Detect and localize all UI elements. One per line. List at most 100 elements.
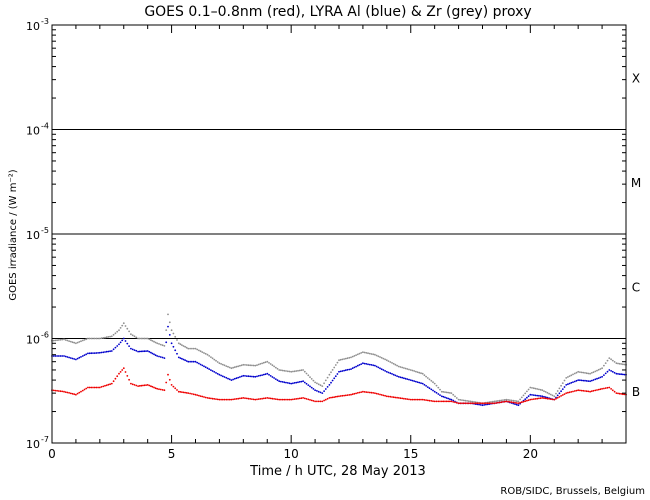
data-point [579,371,581,373]
data-point [328,373,331,376]
data-point [153,386,155,389]
data-point [135,384,138,387]
data-point [363,362,366,365]
data-point [580,379,583,382]
data-point [341,394,344,397]
data-point [259,363,262,365]
data-point [230,398,233,401]
data-point [534,387,537,390]
data-point [519,401,521,404]
data-point [211,397,214,400]
data-point [483,402,486,405]
data-point [249,398,252,400]
data-point [433,390,436,393]
data-point [184,391,187,394]
data-point [68,356,70,359]
data-point [527,395,530,398]
data-point [615,362,618,365]
data-point [556,396,559,399]
data-point [75,393,77,396]
data-point [339,395,342,397]
data-point [418,381,421,384]
data-point [384,370,386,372]
data-point [97,337,99,340]
data-point [570,374,573,377]
data-point [355,354,357,356]
data-point [610,370,612,372]
data-point [114,332,117,335]
data-point [105,384,108,387]
data-point [145,350,148,352]
x-tick-label: 10 [284,447,299,461]
data-point [365,363,368,365]
data-point [109,350,111,353]
data-point [524,400,527,403]
data-point [312,388,315,390]
data-point [302,397,304,399]
data-point [63,338,65,341]
data-point [64,391,67,393]
data-point [599,376,602,379]
data-point [159,388,162,391]
data-point [69,392,72,395]
data-point [421,398,424,401]
x-tick-label: 0 [48,447,56,461]
data-point [64,355,67,358]
data-point [425,399,427,401]
data-point [118,343,120,346]
data-point [323,390,325,392]
data-point [580,371,583,374]
data-point [151,352,154,355]
data-point [375,354,378,357]
data-point [565,384,568,386]
data-point [172,385,175,388]
data-point [191,360,193,363]
data-point [56,389,58,392]
data-point [93,386,96,389]
data-point [326,386,329,388]
data-point [254,398,257,401]
data-point [555,397,557,400]
data-point [116,330,119,333]
data-point [177,390,180,393]
data-point [343,369,345,372]
data-point [406,398,409,400]
data-point [223,364,226,367]
data-point [497,401,499,404]
data-point [382,357,385,360]
data-point [92,386,94,389]
data-point [520,401,523,404]
data-point [382,394,385,397]
data-point [73,393,76,396]
data-point [444,391,446,393]
data-point [210,369,212,371]
data-point [179,357,182,359]
data-point [397,397,400,399]
data-point [225,398,228,401]
data-point [615,372,618,375]
data-point [338,359,340,362]
data-point [455,397,458,399]
data-point [78,341,81,343]
data-point [355,365,357,368]
data-point [203,365,205,368]
data-point [69,357,72,359]
data-point [611,389,614,392]
data-point [346,368,349,371]
data-point [531,398,533,401]
data-point [235,377,238,380]
y-axis-label: GOES irradiance / (W m⁻²) [8,169,19,300]
data-point [415,370,417,373]
data-point [444,400,446,403]
data-point [71,392,74,395]
data-point [283,381,286,384]
data-point [176,339,178,341]
data-point [466,402,468,405]
data-point [302,380,304,383]
data-point [596,369,598,372]
data-point [408,398,410,401]
data-point [257,363,260,366]
data-point [396,375,398,377]
data-point [367,391,369,394]
data-point [300,380,303,383]
